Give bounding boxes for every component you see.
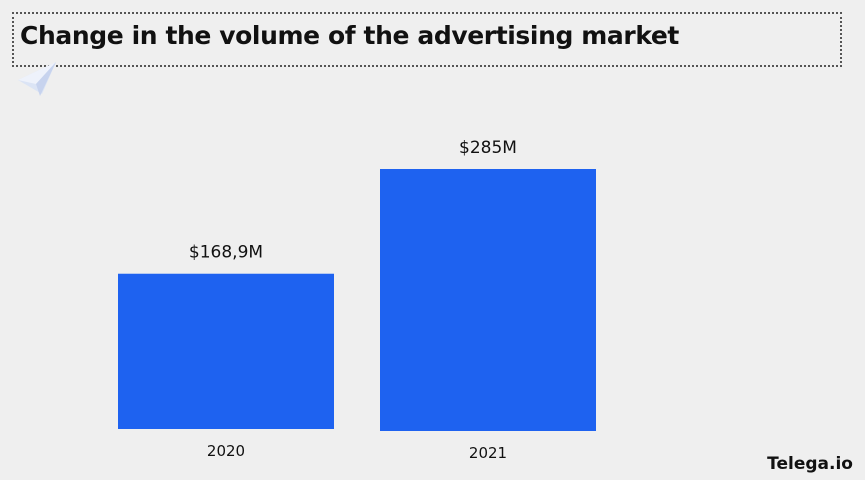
- x-tick-label-2020: 2020: [207, 442, 245, 460]
- data-label-2021: $285M: [459, 138, 517, 158]
- chart-title: Change in the volume of the advertising …: [20, 21, 679, 50]
- title-frame: [12, 12, 842, 67]
- bar-2020: [118, 273, 334, 429]
- data-label-2020: $168,9M: [189, 243, 263, 263]
- paper-plane-icon: [18, 62, 56, 96]
- brand-logo: Telega.io: [767, 454, 853, 474]
- bar-2021: [380, 169, 596, 431]
- x-tick-label-2021: 2021: [469, 444, 507, 462]
